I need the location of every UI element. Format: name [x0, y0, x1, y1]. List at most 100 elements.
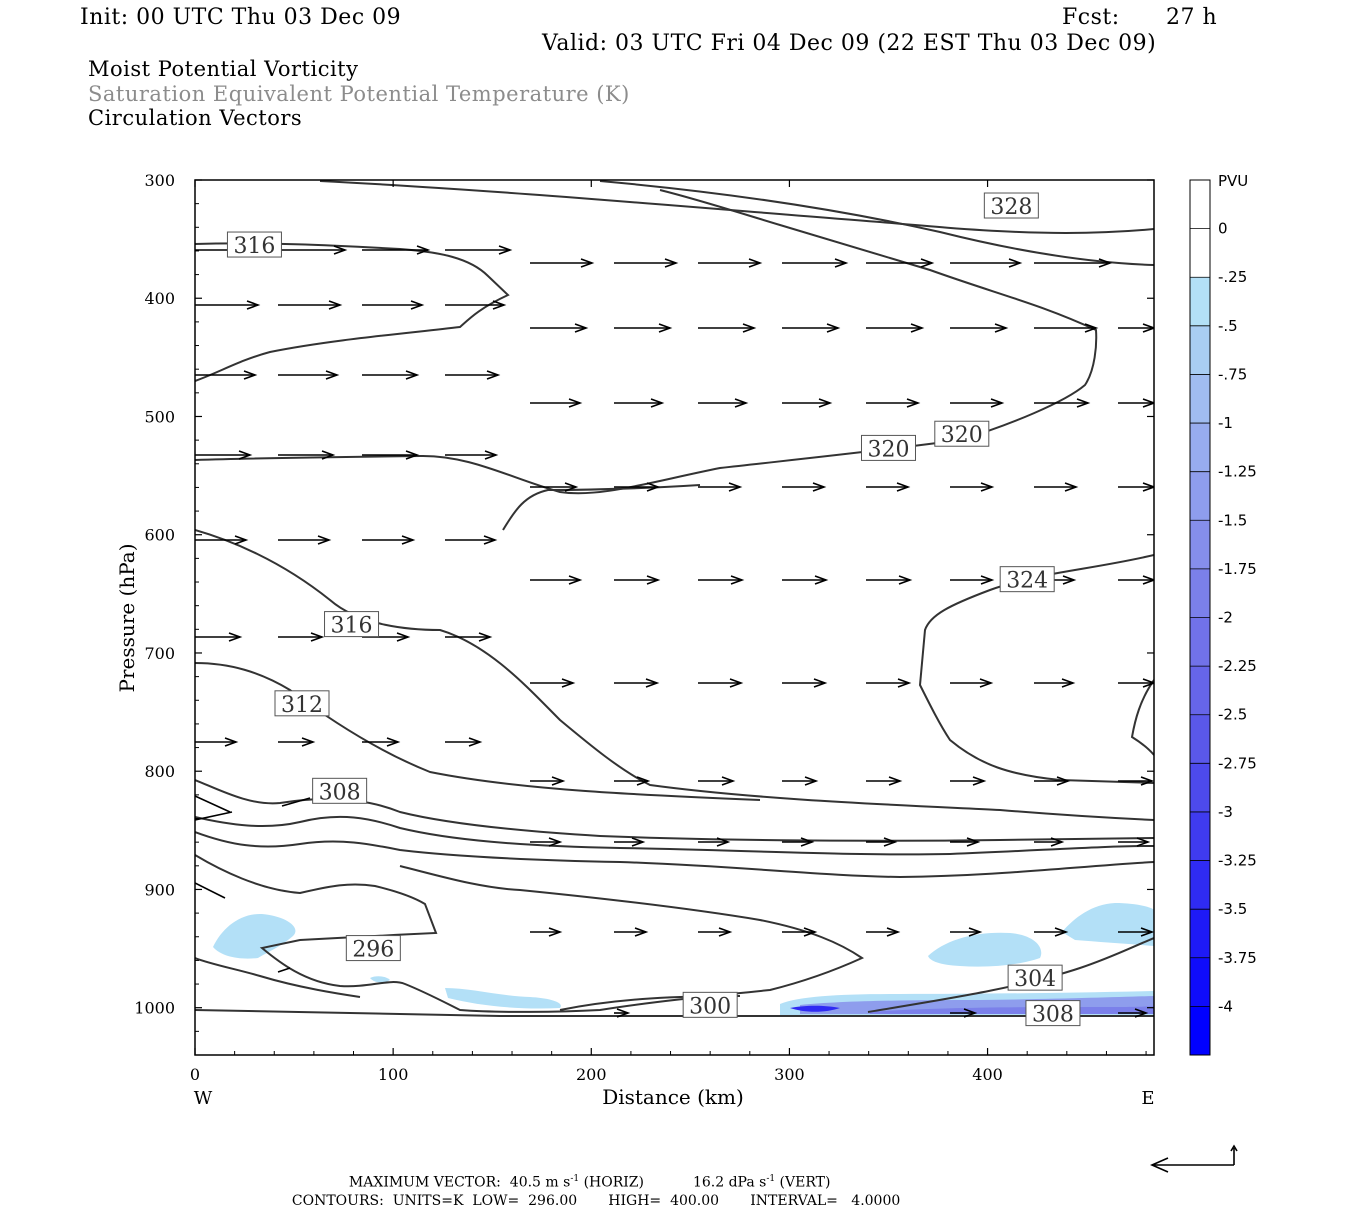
- circulation-vector-arrow: [530, 258, 595, 268]
- colorbar-label: -.5: [1218, 317, 1238, 335]
- vert-exp: -1: [766, 1174, 776, 1184]
- circulation-vector-arrow: [445, 245, 513, 255]
- contour-label-text: 320: [867, 437, 909, 462]
- circulation-vector-arrow: [445, 535, 498, 545]
- contour-label: 320: [860, 434, 916, 462]
- colorbar-label: -3: [1218, 803, 1233, 821]
- circulation-vector-arrow: [1034, 678, 1076, 688]
- colorbar-label: -.25: [1218, 268, 1247, 286]
- contour-label: 308: [1025, 1000, 1081, 1028]
- y-tick-label: 700: [144, 644, 175, 663]
- circulation-vector-arrow: [195, 535, 249, 545]
- circulation-vector-arrow: [866, 258, 935, 268]
- colorbar-swatch: [1190, 180, 1210, 230]
- contours-label: CONTOURS:: [291, 1193, 384, 1209]
- vert-tag: (VERT): [779, 1174, 831, 1191]
- x-tick-label: 100: [378, 1065, 409, 1084]
- x-tick-label: 200: [576, 1065, 607, 1084]
- circulation-vector-arrow: [950, 575, 995, 585]
- circulation-vector-arrow: [277, 967, 291, 973]
- contour-label-text: 308: [1032, 1003, 1074, 1028]
- contour-label-box: [934, 420, 990, 447]
- circulation-vector-arrow: [1118, 678, 1154, 688]
- contour-label-text: 320: [941, 423, 983, 448]
- colorbar-label: 0: [1218, 220, 1228, 238]
- contour-label: 312: [274, 690, 330, 718]
- circulation-vector-arrow: [782, 927, 818, 937]
- circulation-vector-arrow: [866, 575, 913, 585]
- circulation-vector-arrow: [278, 535, 332, 545]
- circulation-vector-arrow: [278, 737, 316, 747]
- circulation-vector-arrow: [866, 323, 925, 333]
- circulation-vector-arrow: [950, 323, 1009, 333]
- interval-value: 4.0000: [851, 1193, 901, 1209]
- contour-label-box: [324, 611, 380, 638]
- circulation-vector-arrow: [445, 737, 483, 747]
- circulation-vector-arrow: [698, 678, 744, 688]
- colorbar-swatch: [1190, 617, 1210, 667]
- y-tick-label: 500: [144, 407, 175, 426]
- colorbar-swatch: [1190, 860, 1210, 910]
- circulation-vector-arrow: [950, 678, 994, 688]
- contour-label-box: [345, 935, 401, 962]
- colorbar-swatch: [1190, 520, 1210, 570]
- y-tick-label: 600: [144, 526, 175, 545]
- circulation-vector-arrow: [782, 678, 828, 688]
- horiz-tag: (HORIZ): [583, 1174, 644, 1191]
- colorbar-label: -3.25: [1218, 852, 1257, 870]
- circulation-vector-arrow: [445, 370, 501, 380]
- colorbar-swatch: [1190, 957, 1210, 1007]
- circulation-vector-arrow: [782, 258, 849, 268]
- circulation-vector-arrow: [278, 300, 343, 310]
- circulation-vector-arrow: [950, 837, 981, 847]
- circulation-vector-arrow: [950, 258, 1023, 268]
- low-label: LOW=: [472, 1193, 520, 1209]
- vert-unit: dPa s: [728, 1174, 767, 1191]
- footer-max-vector: MAXIMUM VECTOR: 40.5 m s-1 (HORIZ) 16.2 …: [340, 1158, 831, 1191]
- contour-label: 296: [345, 935, 401, 963]
- colorbar-swatch: [1190, 666, 1210, 716]
- colorbar-label: -1.5: [1218, 511, 1247, 529]
- circulation-vector-arrow: [950, 776, 987, 786]
- circulation-vector-arrow: [1118, 482, 1154, 492]
- circulation-vector-arrow: [614, 776, 651, 786]
- colorbar-label: -1: [1218, 414, 1233, 432]
- horiz-value: 40.5: [509, 1174, 541, 1191]
- field-title-mpv: Moist Potential Vorticity: [88, 57, 359, 81]
- colorbar-label: -.75: [1218, 365, 1247, 383]
- circulation-vector-arrow: [782, 482, 827, 492]
- circulation-vector-arrow: [614, 258, 679, 268]
- colorbar-swatch: [1190, 374, 1210, 424]
- circulation-vector-arrow: [698, 927, 733, 937]
- contour-label-box: [682, 991, 738, 1018]
- circulation-vector-arrow: [530, 482, 579, 492]
- circulation-vector-arrow: [1118, 837, 1151, 847]
- circulation-vector-arrow: [195, 882, 226, 899]
- circulation-vector-arrow: [362, 535, 416, 545]
- colorbar-swatch: [1190, 811, 1210, 862]
- circulation-vector-arrow: [362, 370, 420, 380]
- circulation-vector-arrow: [614, 323, 673, 333]
- high-label: HIGH=: [608, 1193, 662, 1209]
- circulation-vector-arrow: [614, 575, 661, 585]
- circulation-vectors: [195, 245, 1154, 1018]
- colorbar-label: -2.75: [1218, 754, 1257, 772]
- colorbar-title: PVU: [1218, 172, 1248, 190]
- contour-label-text: 324: [1006, 569, 1048, 594]
- circulation-vector-arrow: [195, 450, 253, 460]
- circulation-vector-arrow: [698, 323, 757, 333]
- circulation-vector-arrow: [278, 370, 340, 380]
- forecast-label: Fcst:: [1062, 5, 1120, 30]
- circulation-vector-arrow: [530, 323, 589, 333]
- circulation-vector-arrow: [195, 795, 231, 813]
- field-title-thetaes: Saturation Equivalent Potential Temperat…: [88, 82, 630, 106]
- colorbar-swatch: [1190, 568, 1210, 618]
- circulation-vector-arrow: [614, 837, 646, 847]
- circulation-vector-arrow: [195, 811, 233, 821]
- circulation-vector-arrow: [698, 258, 763, 268]
- contour-label: 328: [983, 192, 1039, 220]
- colorbar-label: -2.5: [1218, 706, 1247, 724]
- east-label: E: [1141, 1088, 1154, 1109]
- contour-label-text: 308: [319, 780, 361, 805]
